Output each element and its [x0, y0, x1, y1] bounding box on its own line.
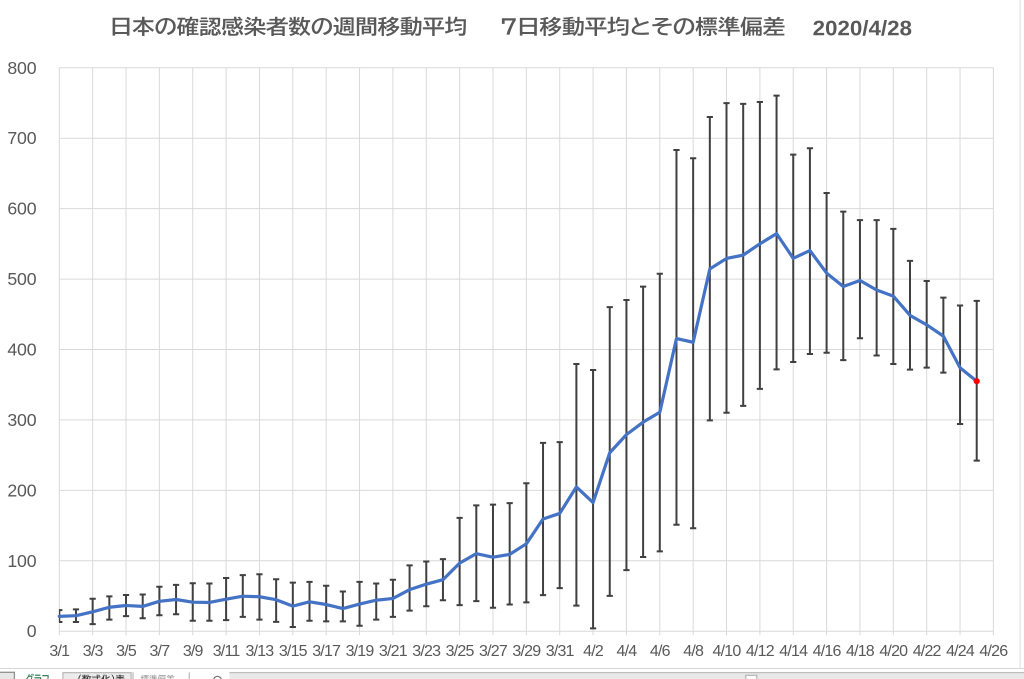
- svg-text:700: 700: [7, 128, 36, 148]
- svg-text:800: 800: [7, 58, 36, 78]
- svg-text:4/2: 4/2: [583, 643, 604, 660]
- svg-text:4/18: 4/18: [846, 643, 875, 660]
- svg-text:4/8: 4/8: [683, 643, 704, 660]
- svg-text:4/20: 4/20: [879, 643, 908, 660]
- svg-text:600: 600: [7, 199, 36, 219]
- svg-text:4/24: 4/24: [946, 643, 975, 660]
- svg-text:3/29: 3/29: [512, 643, 541, 660]
- svg-text:4/16: 4/16: [813, 643, 842, 660]
- svg-text:3/27: 3/27: [479, 643, 508, 660]
- svg-text:3/15: 3/15: [279, 643, 308, 660]
- svg-text:3/7: 3/7: [149, 643, 170, 660]
- svg-text:3/31: 3/31: [546, 643, 575, 660]
- svg-text:4/4: 4/4: [617, 643, 638, 660]
- svg-text:4/12: 4/12: [746, 643, 775, 660]
- svg-text:3/1: 3/1: [49, 643, 70, 660]
- svg-text:100: 100: [7, 551, 36, 571]
- svg-text:4/6: 4/6: [650, 643, 671, 660]
- svg-text:3/3: 3/3: [83, 643, 104, 660]
- svg-text:3/5: 3/5: [116, 643, 137, 660]
- svg-text:3/21: 3/21: [379, 643, 408, 660]
- svg-text:4/10: 4/10: [713, 643, 742, 660]
- svg-text:3/9: 3/9: [183, 643, 204, 660]
- svg-text:4/14: 4/14: [779, 643, 808, 660]
- svg-text:3/23: 3/23: [412, 643, 441, 660]
- svg-text:0: 0: [27, 621, 37, 641]
- svg-text:3/19: 3/19: [346, 643, 375, 660]
- svg-text:3/11: 3/11: [213, 643, 241, 660]
- svg-text:200: 200: [7, 480, 36, 500]
- svg-text:500: 500: [7, 269, 36, 289]
- svg-text:4/22: 4/22: [913, 643, 942, 660]
- svg-text:3/17: 3/17: [312, 643, 341, 660]
- svg-text:3/25: 3/25: [446, 643, 475, 660]
- svg-text:4/26: 4/26: [979, 643, 1008, 660]
- svg-text:3/13: 3/13: [245, 643, 274, 660]
- svg-text:300: 300: [7, 410, 36, 430]
- svg-text:400: 400: [7, 340, 36, 360]
